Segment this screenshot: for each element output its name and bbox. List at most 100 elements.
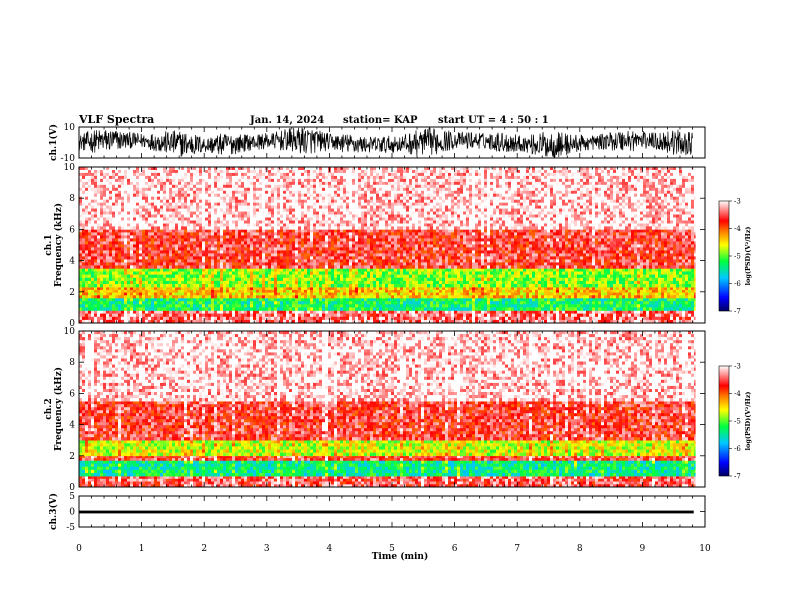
spectrogram-cell [232,301,236,305]
spectrogram-cell [94,295,98,299]
spectrogram-cell [349,301,353,305]
spectrogram-cell [220,284,224,288]
spectrogram-cell [79,223,83,227]
spectrogram-cell [151,229,155,233]
spectrogram-cell [295,181,299,186]
spectrogram-cell [193,277,197,282]
spectrogram-cell [280,226,284,230]
spectrogram-cell [322,167,326,171]
spectrogram-cell [139,175,143,180]
spectrogram-cell [319,310,323,314]
spectrogram-cell [169,226,173,230]
spectrogram-cell [127,196,131,200]
spectrogram-cell [85,220,89,224]
spectrogram-cell [235,247,239,251]
spectrogram-cell [190,241,194,245]
spectrogram-cell [313,280,317,285]
spectrogram-cell [274,284,278,288]
spectrogram-cell [292,184,296,189]
spectrogram-cell [277,280,281,285]
spectrogram-cell [82,208,86,212]
spectrogram-cell [82,232,86,236]
spectrogram-cell [88,193,92,197]
spectrogram-cell [205,181,209,186]
spectrogram-cell [130,211,134,215]
spectrogram-cell [268,244,272,248]
spectrogram-cell [226,292,230,296]
spectrogram-cell [334,304,338,308]
spectrogram-cell [283,170,287,174]
spectrogram-cell [187,295,191,299]
spectrogram-cell [79,202,83,206]
spectrogram-cell [268,241,272,245]
spectrogram-cell [148,205,152,209]
spectrogram-cell [286,287,290,291]
spectrogram-cell [196,196,200,200]
spectrogram-cell [265,268,269,272]
spectrogram-cell [271,316,275,321]
spectrogram-cell [211,316,215,321]
spectrogram-cell [328,175,332,180]
spectrogram-cell [322,208,326,212]
spectrogram-cell [187,235,191,239]
spectrogram-cell [238,190,242,195]
spectrogram-cell [259,244,263,248]
spectrogram-cell [163,196,167,200]
spectrogram-cell [298,214,302,218]
spectrogram-cell [352,304,356,308]
spectrogram-cell [88,284,92,288]
spectrogram-cell [301,280,305,285]
spectrogram-cell [289,232,293,236]
spectrogram-cell [79,268,83,272]
spectrogram-cell [250,220,254,224]
spectrogram-cell [118,284,122,288]
spectrogram-cell [289,250,293,254]
spectrogram-cell [223,262,227,266]
spectrogram-cell [145,259,149,263]
spectrogram-cell [325,307,329,311]
spectrogram-cell [340,241,344,245]
spectrogram-cell [124,280,128,285]
spectrogram-cell [184,205,188,209]
spectrogram-cell [208,271,212,275]
spectrogram-cell [130,170,134,174]
spectrogram-cell [121,313,125,318]
spectrogram-cell [103,235,107,239]
spectrogram-cell [322,226,326,230]
spectrogram-cell [277,170,281,174]
spectrogram-cell [313,304,317,308]
spectrogram-cell [334,199,338,203]
spectrogram-cell [262,262,266,266]
spectrogram-cell [262,220,266,224]
spectrogram-cell [310,229,314,233]
spectrogram-cell [280,232,284,236]
spectrogram-cell [178,307,182,311]
spectrogram-cell [100,247,104,251]
spectrogram-cell [292,304,296,308]
spectrogram-cell [295,274,299,279]
spectrogram-cell [136,214,140,218]
spectrogram-cell [166,287,170,291]
spectrogram-cell [172,268,176,272]
spectrogram-cell [199,205,203,209]
spectrogram-cell [235,304,239,308]
spectrogram-cell [178,265,182,269]
spectrogram-cell [85,202,89,206]
spectrogram-cell [148,178,152,183]
spectrogram-cell [106,193,110,197]
spectrogram-cell [298,259,302,263]
spectrogram-cell [226,310,230,314]
spectrogram-cell [145,220,149,224]
spectrogram-cell [229,175,233,180]
spectrogram-cell [253,190,257,195]
spectrogram-cell [193,287,197,291]
spectrogram-cell [250,199,254,203]
spectrogram-cell [256,253,260,257]
spectrogram-cell [253,271,257,275]
spectrogram-cell [148,181,152,186]
spectrogram-cell [91,244,95,248]
spectrogram-cell [217,170,221,174]
spectrogram-cell [274,256,278,260]
spectrogram-cell [340,178,344,183]
spectrogram-cell [163,220,167,224]
